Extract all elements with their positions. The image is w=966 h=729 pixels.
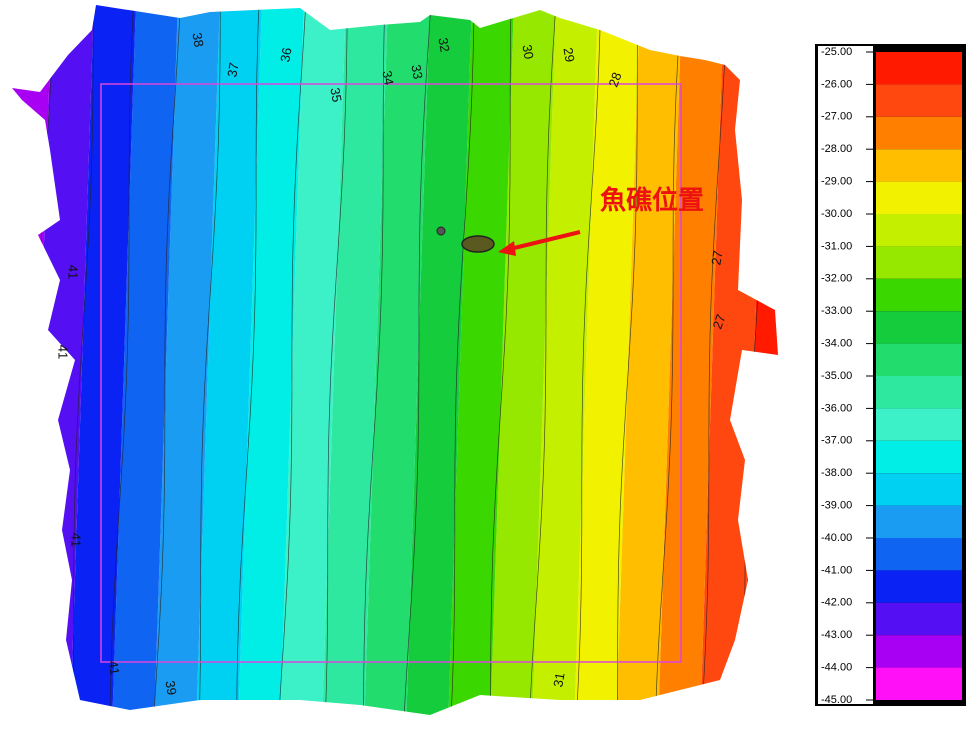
legend-band (876, 570, 962, 602)
contour-line (0, 0, 8, 720)
legend-band (876, 344, 962, 376)
contour-label: 41 (56, 345, 71, 359)
legend-label: -34.00 (821, 338, 852, 350)
legend-band (876, 376, 962, 408)
reef-marker-small (437, 227, 445, 235)
legend-band (876, 84, 962, 116)
legend-band (876, 473, 962, 505)
legend-label: -32.00 (821, 273, 852, 285)
legend-band (876, 603, 962, 635)
legend-label: -29.00 (821, 176, 852, 188)
contour-label: 33 (408, 63, 425, 80)
legend-label: -28.00 (821, 143, 852, 155)
legend-label: -25.00 (821, 46, 852, 58)
contour-label: 41 (105, 659, 122, 676)
contour-label: 38 (189, 31, 206, 48)
legend-label: -39.00 (821, 500, 852, 512)
legend-label: -37.00 (821, 435, 852, 447)
legend-band (876, 441, 962, 473)
legend-label: -38.00 (821, 467, 852, 479)
legend-label: -45.00 (821, 694, 852, 706)
legend-label: -26.00 (821, 78, 852, 90)
depth-band (0, 0, 52, 729)
legend-label: -33.00 (821, 305, 852, 317)
contour-label: 41 (69, 533, 84, 547)
legend-band (876, 635, 962, 667)
contour-label: 27 (708, 249, 725, 266)
page: 383736353433323029282727414141393141 魚礁位… (0, 0, 966, 729)
depth-band (742, 0, 824, 729)
legend-label: -40.00 (821, 532, 852, 544)
legend-band (876, 246, 962, 278)
contour-label: 41 (66, 265, 81, 279)
contour-line (744, 0, 764, 720)
legend-band (876, 214, 962, 246)
legend-label: -44.00 (821, 662, 852, 674)
contour-label: 30 (519, 43, 536, 60)
contour-label: 29 (560, 46, 577, 63)
legend-label: -43.00 (821, 629, 852, 641)
contour-label: 35 (327, 86, 344, 103)
legend-label: -31.00 (821, 240, 852, 252)
annotation: 魚礁位置 (600, 185, 704, 215)
contour-label: 36 (277, 46, 294, 63)
bathymetry-map (0, 0, 824, 729)
legend-band (876, 506, 962, 538)
legend-band (876, 279, 962, 311)
legend: -25.00 -26.00 -27.00 -28.00 -29.00 -30.00 -31.… (821, 46, 962, 706)
legend-label: -41.00 (821, 564, 852, 576)
legend-label: -42.00 (821, 597, 852, 609)
contour-label: 32 (435, 36, 452, 53)
legend-band (876, 149, 962, 181)
legend-band (876, 182, 962, 214)
legend-label: -30.00 (821, 208, 852, 220)
contour-label: 34 (379, 69, 396, 86)
legend-band (876, 668, 962, 700)
legend-band (876, 311, 962, 343)
legend-band (876, 408, 962, 440)
contour-label: 31 (550, 671, 567, 688)
legend-label: -27.00 (821, 111, 852, 123)
legend-band (876, 117, 962, 149)
depth-band (0, 0, 10, 729)
legend-label: -36.00 (821, 402, 852, 414)
legend-band (876, 538, 962, 570)
legend-band (876, 52, 962, 84)
reef-marker (462, 236, 494, 252)
contour-label: 37 (224, 61, 241, 78)
legend-label: -35.00 (821, 370, 852, 382)
contour-label: 39 (162, 679, 179, 696)
